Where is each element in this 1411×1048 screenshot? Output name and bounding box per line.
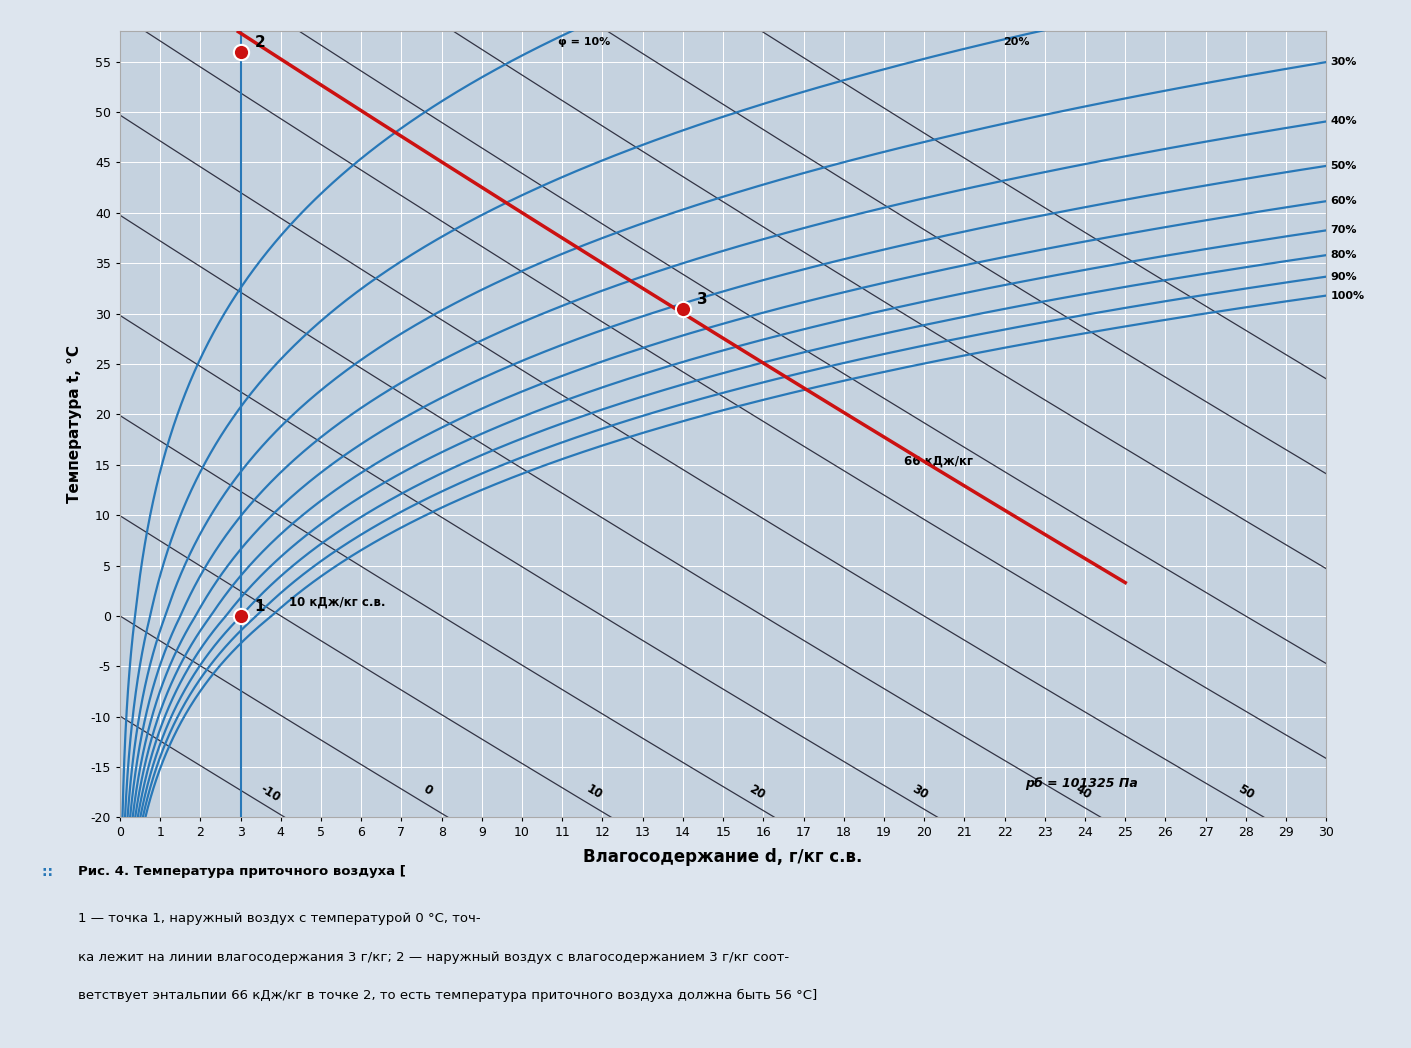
- Text: 30%: 30%: [1331, 57, 1357, 67]
- Text: 20%: 20%: [1003, 37, 1030, 46]
- Text: Рис. 4. Температура приточного воздуха [: Рис. 4. Температура приточного воздуха [: [78, 865, 405, 877]
- Text: ка лежит на линии влагосодержания 3 г/кг; 2 — наружный воздух с влагосодержанием: ка лежит на линии влагосодержания 3 г/кг…: [78, 951, 789, 963]
- Text: 50%: 50%: [1331, 160, 1357, 171]
- Text: pб = 101325 Па: pб = 101325 Па: [1024, 778, 1137, 790]
- Text: 3: 3: [697, 291, 708, 306]
- Text: 20: 20: [746, 782, 768, 802]
- Text: 1 — точка 1, наружный воздух с температурой 0 °C, точ-: 1 — точка 1, наружный воздух с температу…: [78, 912, 480, 924]
- Text: -10: -10: [258, 782, 284, 804]
- Text: 66 кДж/кг: 66 кДж/кг: [904, 455, 974, 467]
- Text: 40: 40: [1072, 782, 1094, 802]
- Text: 10 кДж/кг с.в.: 10 кДж/кг с.в.: [289, 596, 385, 609]
- Text: 1: 1: [254, 598, 265, 614]
- Text: 0: 0: [420, 782, 435, 798]
- Y-axis label: Температура t, °C: Температура t, °C: [68, 346, 82, 503]
- Text: 40%: 40%: [1331, 116, 1357, 127]
- Text: 80%: 80%: [1331, 250, 1357, 260]
- Text: 70%: 70%: [1331, 225, 1357, 236]
- Text: 100%: 100%: [1331, 290, 1364, 301]
- Text: 30: 30: [910, 782, 931, 802]
- Text: φ = 10%: φ = 10%: [557, 37, 610, 46]
- Text: 10: 10: [584, 782, 605, 802]
- Text: 2: 2: [254, 35, 265, 49]
- Text: ветствует энтальпии 66 кДж/кг в точке 2, то есть температура приточного воздуха : ветствует энтальпии 66 кДж/кг в точке 2,…: [78, 989, 817, 1002]
- Text: ::: ::: [42, 865, 58, 878]
- X-axis label: Влагосодержание d, г/кг с.в.: Влагосодержание d, г/кг с.в.: [584, 848, 862, 866]
- Text: 60%: 60%: [1331, 196, 1357, 206]
- Text: 90%: 90%: [1331, 271, 1357, 282]
- Text: 50: 50: [1236, 782, 1257, 802]
